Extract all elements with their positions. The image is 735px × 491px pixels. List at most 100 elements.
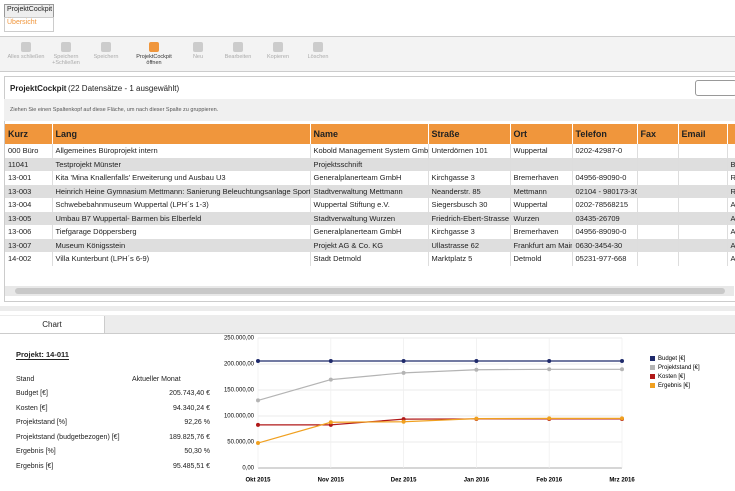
legend-swatch — [650, 383, 655, 388]
data-point — [547, 367, 551, 371]
data-point — [256, 398, 260, 402]
toolbar-button[interactable]: Speichern +Schließen — [46, 42, 86, 68]
y-tick-label: 150.000,00 — [224, 388, 255, 394]
panel-count: (22 Datensätze - 1 ausgewählt) — [68, 84, 179, 93]
grid-cell — [510, 158, 572, 172]
column-header[interactable]: Lang — [52, 124, 310, 144]
grid-cell: 05231-977-668 — [572, 252, 637, 266]
data-point — [620, 359, 624, 363]
toolbar-label: Alles schließen — [8, 54, 45, 60]
grid-cell: Allgemeines Büroprojekt intern — [52, 144, 310, 158]
grid-cell — [678, 239, 727, 253]
grid-cell: R — [727, 185, 735, 199]
column-header[interactable]: Ort — [510, 124, 572, 144]
data-point — [547, 359, 551, 363]
data-point — [402, 371, 406, 375]
column-header[interactable]: Email — [678, 124, 727, 144]
grid-cell — [678, 144, 727, 158]
grid-row[interactable]: 13-001Kita 'Mina Knallenfalls' Erweiteru… — [5, 171, 735, 185]
summary-label: Ergebnis [€] — [16, 463, 53, 470]
chart-tab[interactable]: Chart — [0, 316, 105, 333]
grid-cell: 14-002 — [5, 252, 52, 266]
grid-cell: Wurzen — [510, 212, 572, 226]
grid-cell: Schwebebahnmuseum Wuppertal (LPH´s 1-3) — [52, 198, 310, 212]
summary-label: Kosten [€] — [16, 405, 48, 412]
data-point — [256, 441, 260, 445]
group-hint: Ziehen Sie einen Spaltenkopf auf diese F… — [10, 107, 218, 113]
column-header[interactable] — [727, 124, 735, 144]
grid-cell: 13-005 — [5, 212, 52, 226]
panel-title: ProjektCockpit — [10, 84, 66, 93]
legend-label: Kosten [€] — [658, 374, 685, 380]
grid-cell: Unterdörnen 101 — [428, 144, 510, 158]
data-point — [402, 359, 406, 363]
y-tick-label: 50.000,00 — [227, 440, 254, 446]
toolbar-button[interactable]: Bearbeiten — [218, 42, 258, 68]
grid-cell: Stadtverwaltung Mettmann — [310, 185, 428, 199]
grid-row[interactable]: 000 BüroAllgemeines Büroprojekt internKo… — [5, 144, 735, 158]
toolbar-button[interactable]: Neu — [178, 42, 218, 68]
grid-cell: 13-006 — [5, 225, 52, 239]
summary-label: Budget [€] — [16, 390, 48, 397]
grid-cell: A — [727, 225, 735, 239]
grid-cell: 03435-26709 — [572, 212, 637, 226]
grid-cell: Kirchgasse 3 — [428, 225, 510, 239]
legend-swatch — [650, 374, 655, 379]
summary-value: 50,30 % — [110, 448, 210, 455]
grid-row[interactable]: 13-004Schwebebahnmuseum Wuppertal (LPH´s… — [5, 198, 735, 212]
grid-cell: Generalplanerteam GmbH — [310, 225, 428, 239]
summary-value: 92,26 % — [110, 419, 210, 426]
column-header[interactable]: Straße — [428, 124, 510, 144]
x-tick-label: Feb 2016 — [536, 478, 562, 484]
toolbar-button[interactable]: Löschen — [298, 42, 338, 68]
grid-cell: Marktplatz 5 — [428, 252, 510, 266]
grid-cell: 000 Büro — [5, 144, 52, 158]
grid-cell: B — [727, 158, 735, 172]
toolbar-button[interactable]: Alles schließen — [6, 42, 46, 68]
grid-cell — [678, 158, 727, 172]
splitter[interactable] — [0, 306, 735, 311]
grid-cell: Kirchgasse 3 — [428, 171, 510, 185]
grid-cell: Projekt AG & Co. KG — [310, 239, 428, 253]
grid-cell: 04956-89090-0 — [572, 225, 637, 239]
column-header[interactable]: Telefon — [572, 124, 637, 144]
grid-row[interactable]: 13-007Museum KönigssteinProjekt AG & Co.… — [5, 239, 735, 253]
grid-cell: Wuppertal Stiftung e.V. — [310, 198, 428, 212]
grid-row[interactable]: 13-006Tiefgarage DöppersbergGeneralplane… — [5, 225, 735, 239]
legend-label: Projektstand [€] — [658, 365, 700, 371]
grid-cell: 04956-89090-0 — [572, 171, 637, 185]
column-header[interactable]: Kurz — [5, 124, 52, 144]
grid-row[interactable]: 11041Testprojekt MünsterProjektsschniftB — [5, 158, 735, 172]
grid-cell — [637, 171, 678, 185]
data-point — [256, 423, 260, 427]
grid-cell: 13-001 — [5, 171, 52, 185]
grid-cell: Museum Königsstein — [52, 239, 310, 253]
scrollbar[interactable] — [5, 286, 734, 296]
data-grid: KurzLangNameStraßeOrtTelefonFaxEmail000 … — [5, 124, 735, 266]
grid-cell: Umbau B7 Wuppertal- Barmen bis Elberfeld — [52, 212, 310, 226]
x-tick-label: Okt 2015 — [245, 478, 271, 484]
grid-row[interactable]: 13-005Umbau B7 Wuppertal- Barmen bis Elb… — [5, 212, 735, 226]
data-point — [474, 359, 478, 363]
toolbar-label: Kopieren — [267, 54, 289, 60]
data-point — [474, 368, 478, 372]
data-point — [620, 416, 624, 420]
grid-row[interactable]: 13-003Heinrich Heine Gymnasium Mettmann:… — [5, 185, 735, 199]
menu-item[interactable]: Übersicht — [4, 17, 54, 32]
column-header[interactable]: Fax — [637, 124, 678, 144]
grid-cell: A — [727, 239, 735, 253]
legend-swatch — [650, 356, 655, 361]
grid-row[interactable]: 14-002Villa Kunterbunt (LPH´s 6-9)Stadt … — [5, 252, 735, 266]
search-box[interactable] — [695, 80, 735, 96]
grid-cell: Siegersbusch 30 — [428, 198, 510, 212]
summary-value: 189.825,76 € — [110, 434, 210, 441]
summary-value: 94.340,24 € — [110, 405, 210, 412]
summary-label: Projektstand (budgetbezogen) [€] — [16, 434, 120, 441]
toolbar-button[interactable]: Speichern — [86, 42, 126, 68]
grid-cell — [678, 212, 727, 226]
toolbar-button[interactable]: Kopieren — [258, 42, 298, 68]
grid-cell: Kobold Management System GmbH — [310, 144, 428, 158]
toolbar-button[interactable]: ProjektCockpit öffnen — [134, 42, 174, 68]
column-header[interactable]: Name — [310, 124, 428, 144]
